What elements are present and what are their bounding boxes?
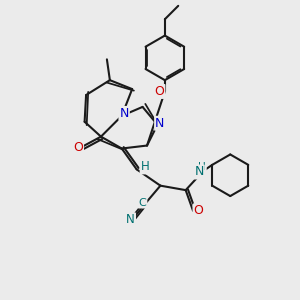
Text: H: H — [141, 160, 149, 173]
Text: N: N — [126, 213, 135, 226]
Text: N: N — [119, 107, 129, 120]
Text: N: N — [155, 117, 164, 130]
Text: O: O — [73, 140, 83, 154]
Text: N: N — [194, 166, 204, 178]
Text: C: C — [139, 198, 146, 208]
Text: O: O — [194, 204, 203, 218]
Text: H: H — [198, 162, 206, 172]
Text: O: O — [154, 85, 164, 98]
